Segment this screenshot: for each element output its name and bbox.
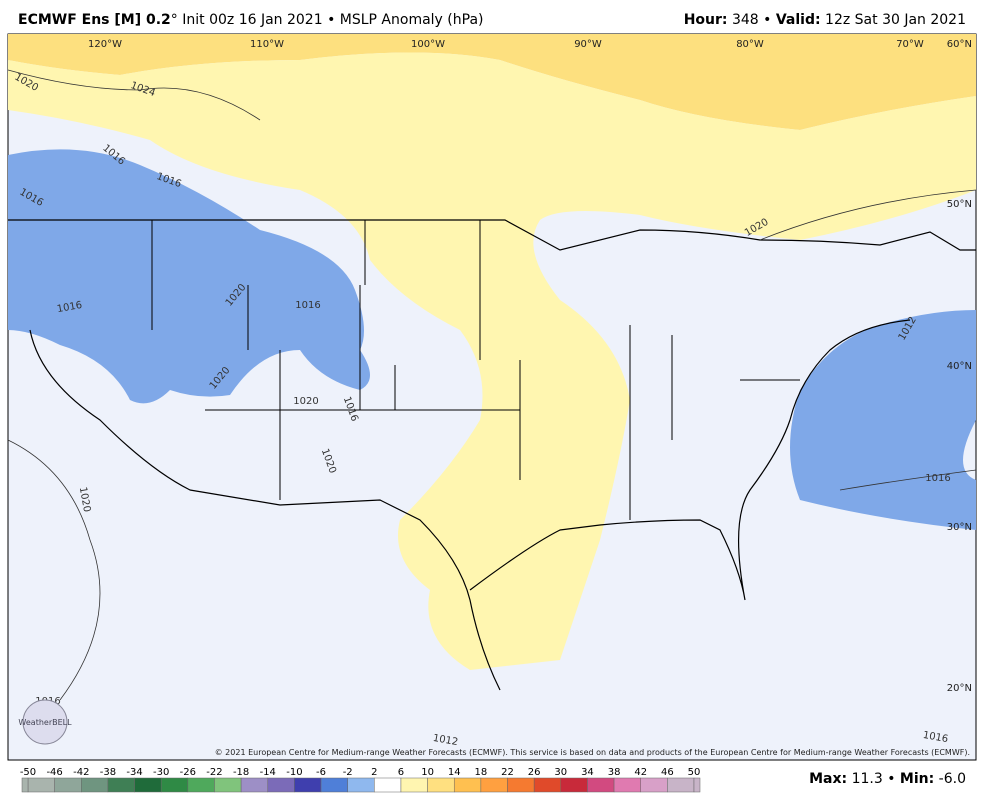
longitude-label: 120°W — [88, 39, 122, 50]
max-min: Max: 11.3 • Min: -6.0 — [809, 771, 966, 787]
state-borders — [151, 220, 800, 520]
colorbar-tick-label: -6 — [316, 767, 326, 778]
colorbar-tick-label: 2 — [371, 767, 377, 778]
colorbar-tick-label: -14 — [260, 767, 276, 778]
colorbar-swatch — [347, 777, 375, 793]
latitude-label: 40°N — [947, 361, 972, 372]
colorbar-tick-label: -42 — [73, 767, 89, 778]
isobar-label: 1016 — [925, 473, 950, 484]
colorbar-tick-label: -10 — [286, 767, 302, 778]
colorbar-tick-label: 22 — [501, 767, 514, 778]
colorbar-swatch — [267, 777, 295, 793]
colorbar-swatch — [107, 777, 135, 793]
colorbar-swatch — [453, 777, 482, 793]
colorbar-tick-label: 38 — [608, 767, 621, 778]
colorbar-tick-label: 26 — [528, 767, 541, 778]
colorbar-tick-label: -30 — [153, 767, 169, 778]
title-rest: ° Init 00z 16 Jan 2021 • MSLP Anomaly (h… — [171, 12, 484, 28]
valid-value: 12z Sat 30 Jan 2021 — [821, 12, 966, 28]
colorbar-swatch — [81, 777, 109, 793]
colorbar-swatch — [400, 777, 428, 793]
colorbar-tick-label: -2 — [343, 767, 353, 778]
colorbar-tick-label: 42 — [634, 767, 647, 778]
colorbar-tick-label: 6 — [398, 767, 404, 778]
title: ECMWF Ens [M] 0.2° Init 00z 16 Jan 2021 … — [18, 12, 483, 28]
colorbar-swatch — [320, 777, 348, 793]
colorbar-swatch — [480, 777, 508, 793]
colorbar-tick-label: 34 — [581, 767, 594, 778]
copyright: © 2021 European Centre for Medium-range … — [215, 748, 970, 757]
colorbar-tick-label: -22 — [206, 767, 222, 778]
colorbar-tick-label: -46 — [46, 767, 62, 778]
isobar-lines — [7, 69, 977, 701]
latitude-label: 30°N — [947, 522, 972, 533]
colorbar-swatch — [560, 777, 588, 793]
max-value: 11.3 • — [847, 771, 900, 787]
colorbar-swatch — [587, 777, 615, 793]
logo-badge — [22, 699, 68, 745]
isobar-label: 1012 — [432, 733, 459, 748]
colorbar-swatch — [533, 777, 562, 793]
blue-area-west — [8, 149, 370, 404]
colorbar-tick-label: 50 — [688, 767, 701, 778]
colorbar-swatch — [54, 777, 82, 793]
yellow-area — [8, 52, 976, 670]
colorbar-swatch — [160, 777, 189, 793]
isobar-label: 1020 — [77, 486, 92, 513]
hour-label: Hour: — [684, 12, 728, 28]
colorbar-tick-label: 10 — [421, 767, 434, 778]
map: 120°W 110°W 100°W 90°W 80°W 70°W 60°N 50°N 40°N 3… — [7, 33, 977, 761]
colorbar-swatch — [667, 777, 695, 793]
latitude-label: 60°N — [947, 39, 972, 50]
colorbar-swatch — [640, 777, 668, 793]
colorbar-tick-label: 18 — [475, 767, 488, 778]
colorbar-swatch — [187, 777, 215, 793]
longitude-label: 100°W — [411, 39, 445, 50]
colorbar-tick-label: 30 — [554, 767, 567, 778]
isobar-label: 1016 — [922, 730, 949, 745]
colorbar-swatch — [27, 777, 55, 793]
blue-area-atlantic — [790, 310, 976, 530]
colorbar-swatch — [374, 777, 402, 793]
longitude-label: 70°W — [896, 39, 924, 50]
colorbar-tick-label: -26 — [180, 767, 196, 778]
colorbar-swatch — [613, 777, 641, 793]
longitude-label: 80°W — [736, 39, 764, 50]
valid-info: Hour: 348 • Valid: 12z Sat 30 Jan 2021 — [684, 12, 966, 28]
valid-label: Valid: — [776, 12, 821, 28]
colorbar-tick-label: -34 — [126, 767, 142, 778]
min-label: Min: — [900, 771, 934, 787]
isobar-label: 1020 — [293, 396, 318, 407]
colorbar-tick-label: -50 — [20, 767, 36, 778]
orange-area — [8, 34, 976, 130]
colorbar-swatch — [214, 777, 242, 793]
min-value: -6.0 — [934, 771, 966, 787]
logo-text: WeatherBELL — [18, 718, 72, 727]
colorbar-swatch — [507, 777, 535, 793]
colorbar-edge-left — [21, 777, 29, 793]
latitude-label: 20°N — [947, 683, 972, 694]
max-label: Max: — [809, 771, 847, 787]
colorbar-tick-label: -38 — [100, 767, 116, 778]
colorbar-swatch — [240, 777, 269, 793]
colorbar-tick-label: 14 — [448, 767, 461, 778]
isobar-label: 1016 — [56, 300, 83, 315]
longitude-label: 110°W — [250, 39, 284, 50]
title-bold: ECMWF Ens [M] 0.2 — [18, 12, 171, 28]
colorbar-swatch — [427, 777, 455, 793]
colorbar-tick-label: 46 — [661, 767, 674, 778]
colorbar: -50 -46 -42 -38 -34 -30 -26 -22 -18 -14 -10 -6 -2 2 6 1… — [20, 767, 701, 793]
colorbar-swatch — [134, 777, 162, 793]
latitude-label: 50°N — [947, 199, 972, 210]
colorbar-tick-label: -18 — [233, 767, 249, 778]
isobar-label: 1016 — [295, 300, 320, 311]
longitude-label: 90°W — [574, 39, 602, 50]
colorbar-edge-right — [693, 777, 701, 793]
hour-value: 348 • — [728, 12, 776, 28]
colorbar-swatch — [294, 777, 322, 793]
